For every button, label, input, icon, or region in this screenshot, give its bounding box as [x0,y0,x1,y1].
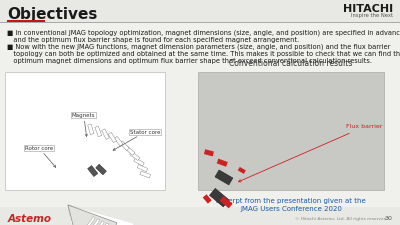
Bar [204,149,214,156]
Text: ■ In conventional JMAG topology optimization, magnet dimensions (size, angle, an: ■ In conventional JMAG topology optimiza… [7,30,400,36]
Bar [0,22,400,23]
Text: Conventional calculation results: Conventional calculation results [229,59,353,68]
Text: Inspire the Next: Inspire the Next [351,14,393,18]
Bar [134,158,144,166]
Text: Stator core: Stator core [113,130,160,150]
Bar [210,188,229,207]
Bar [88,124,94,135]
Text: © Hitachi Astemo, Ltd. All rights reserved.: © Hitachi Astemo, Ltd. All rights reserv… [295,217,388,221]
Bar [125,146,135,155]
Wedge shape [68,205,133,225]
Bar [95,126,102,137]
Bar [220,196,233,208]
Text: HITACHI: HITACHI [343,4,393,14]
Text: ■ Now with the new JMAG functions, magnet dimension parameters (size, angle, and: ■ Now with the new JMAG functions, magne… [7,44,390,50]
Bar [203,194,212,204]
Wedge shape [78,219,100,225]
Bar [88,166,98,176]
Text: and the optimum flux barrier shape is found for each specified magnet arrangemen: and the optimum flux barrier shape is fo… [7,37,299,43]
Bar [0,207,400,225]
Bar [7,20,45,22]
Text: Astemo: Astemo [8,214,52,224]
Text: Flux barrier: Flux barrier [238,124,382,182]
Wedge shape [68,205,117,225]
Text: Excerpt from the presentation given at the
JMAG Users Conference 2020: Excerpt from the presentation given at t… [216,198,366,212]
Bar [114,136,123,146]
Bar [130,152,140,160]
Text: optimum magnet dimensions and optimum flux barrier shape that exceed conventiona: optimum magnet dimensions and optimum fl… [7,58,372,64]
Wedge shape [80,221,104,225]
Text: topology can both be optimized and obtained at the same time. This makes it poss: topology can both be optimized and obtai… [7,51,400,57]
Bar [108,132,116,143]
Bar [5,72,165,190]
Bar [198,72,384,190]
Wedge shape [68,205,152,225]
Bar [140,171,150,178]
Bar [238,167,246,174]
Bar [96,164,106,175]
Wedge shape [81,223,109,225]
Text: 30: 30 [384,216,392,221]
Bar [0,0,400,22]
Bar [137,164,148,172]
Bar [215,170,233,185]
Bar [120,141,129,151]
Wedge shape [76,217,95,225]
Text: Objectives: Objectives [7,7,97,22]
Text: Rotor core: Rotor core [25,146,56,167]
Bar [102,129,109,140]
Bar [217,159,228,167]
Text: Magnets: Magnets [72,112,96,137]
